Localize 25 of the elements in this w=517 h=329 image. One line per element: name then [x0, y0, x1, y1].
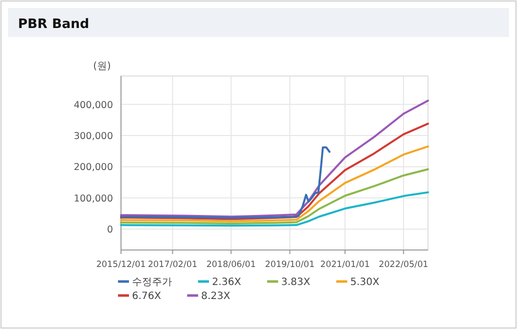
x-tick-label: 2021/01/01 [320, 260, 370, 270]
legend-label: 8.23X [201, 291, 230, 302]
line-series [120, 146, 330, 219]
line-series [120, 122, 429, 220]
legend-label: 2.36X [212, 277, 242, 288]
y-tick-label: 100,000 [74, 193, 113, 204]
x-tick-label: 2022/05/01 [378, 260, 428, 270]
y-tick-label: 400,000 [74, 100, 113, 111]
line-series [120, 100, 429, 218]
x-tick-label: 2015/12/01 [96, 260, 146, 270]
line-series [120, 191, 429, 227]
legend-label: 6.76X [132, 291, 162, 302]
x-tick-label: 2018/06/01 [206, 260, 256, 270]
x-tick-label: 2017/02/01 [148, 260, 198, 270]
y-axis-title: (원) [93, 61, 111, 72]
x-tick-label: 2019/10/01 [265, 260, 315, 270]
line-series [120, 145, 429, 222]
y-tick-label: 300,000 [74, 131, 113, 142]
y-tick-label: 0 [106, 224, 113, 236]
legend-label: 5.30X [350, 277, 380, 288]
line-series [120, 168, 429, 224]
legend-label: 3.83X [281, 277, 310, 288]
y-tick-label: 200,000 [74, 162, 113, 174]
legend-label: 수정주가 [132, 277, 172, 288]
chart-title: PBR Band [18, 17, 90, 32]
